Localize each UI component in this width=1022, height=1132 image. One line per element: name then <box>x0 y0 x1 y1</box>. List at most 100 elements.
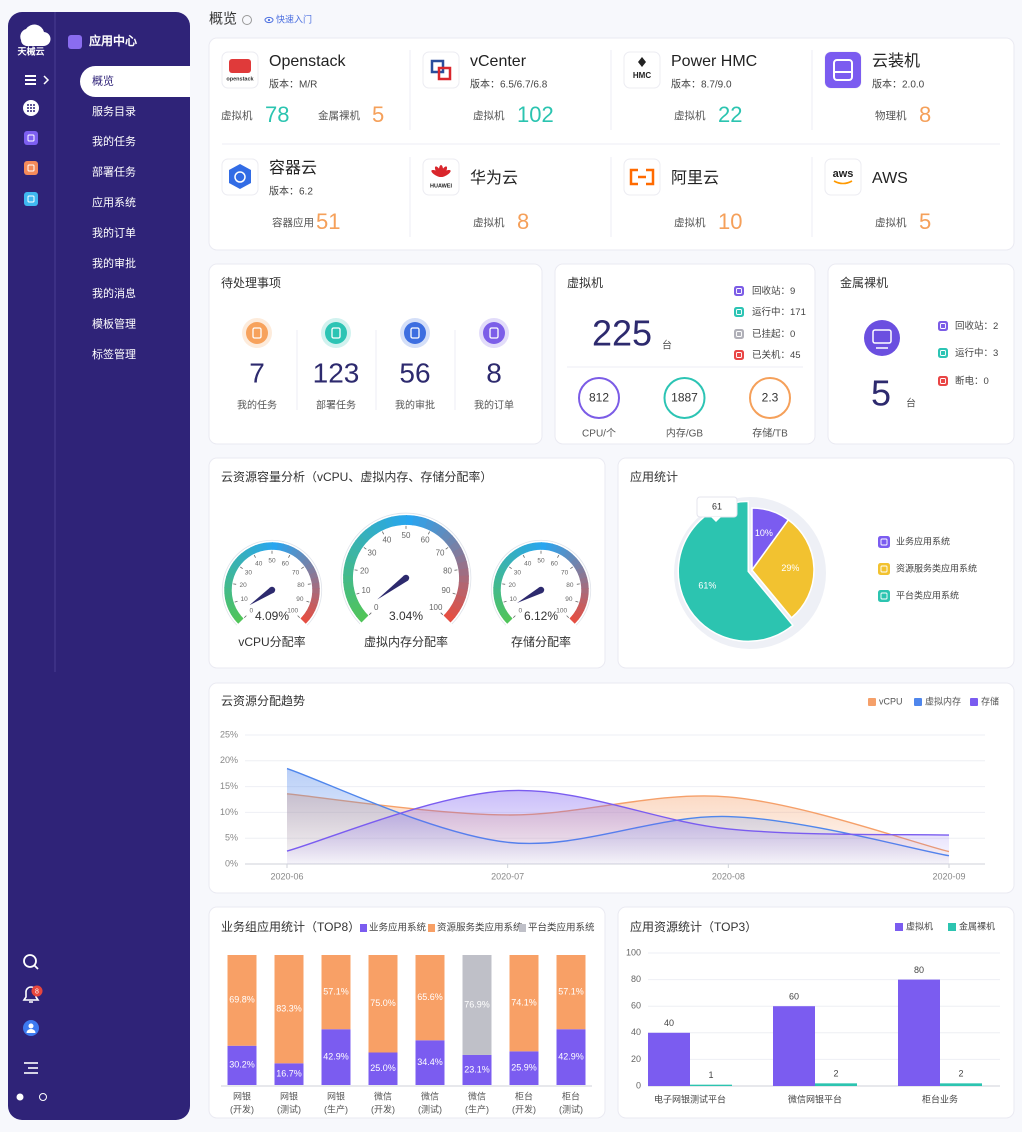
bar-segment[interactable] <box>274 955 304 1064</box>
bar-segment[interactable] <box>415 955 445 1041</box>
gauge-tick-label: 80 <box>443 567 452 576</box>
page-dot[interactable] <box>39 1093 47 1101</box>
bar-segment[interactable] <box>462 955 492 1055</box>
bar-segment[interactable] <box>321 1029 351 1085</box>
x-tick-label: (生产) <box>324 1103 348 1114</box>
gauge-band <box>494 597 503 605</box>
y-tick-label: 60 <box>631 1001 641 1011</box>
status-icon <box>938 376 948 386</box>
todo-count[interactable]: 123 <box>313 357 360 388</box>
rail-app-icon[interactable] <box>24 161 38 175</box>
pie-slice[interactable] <box>751 518 815 619</box>
help-icon[interactable] <box>242 15 252 25</box>
gauge-band <box>569 614 579 624</box>
menu-item[interactable]: 应用系统 <box>92 195 136 209</box>
gauge-tick <box>503 600 507 603</box>
status-icon <box>938 321 948 331</box>
user-avatar-head <box>28 1023 34 1029</box>
bar-label: 76.9% <box>464 999 490 1009</box>
bar-segment[interactable] <box>556 1029 586 1085</box>
logo-mark <box>629 168 655 186</box>
bar[interactable] <box>898 979 940 1086</box>
legend-label: 存储 <box>981 695 999 706</box>
gauge-band <box>355 534 368 547</box>
status-value: 3 <box>993 348 998 359</box>
bar[interactable] <box>940 1083 982 1086</box>
todo-count[interactable]: 8 <box>486 357 502 388</box>
bare-metal-total: 5 <box>871 373 891 414</box>
gauge-band <box>281 543 290 553</box>
logo-mark <box>234 171 246 183</box>
search-icon[interactable] <box>23 954 37 968</box>
x-tick-label: (生产) <box>465 1103 489 1114</box>
x-tick-label: 2020-09 <box>932 871 965 881</box>
menu-item[interactable]: 我的订单 <box>92 225 136 239</box>
rail-app-icon[interactable] <box>24 131 38 145</box>
gauge-value: 6.12% <box>524 609 558 623</box>
todo-icon[interactable] <box>325 322 347 344</box>
gauge-outline <box>340 512 472 625</box>
bar-segment[interactable] <box>509 1051 539 1085</box>
logo-text: aws <box>833 168 854 180</box>
bar-segment[interactable] <box>415 1040 445 1085</box>
todo-icon[interactable] <box>483 322 505 344</box>
todo-count[interactable]: 7 <box>249 357 265 388</box>
todo-icon[interactable] <box>246 322 268 344</box>
bar-label: 42.9% <box>323 1051 349 1061</box>
menu-item[interactable]: 我的审批 <box>92 256 136 270</box>
rail-apps-dot <box>30 110 32 112</box>
gauge-band <box>300 614 310 624</box>
bar[interactable] <box>690 1084 732 1086</box>
rail-app-icon[interactable] <box>24 192 38 206</box>
status-icon-glyph <box>736 288 742 294</box>
menu-item[interactable]: 服务目录 <box>92 105 136 118</box>
gauge-band <box>563 550 573 560</box>
bar-segment[interactable] <box>368 1052 398 1086</box>
menu-item[interactable]: 概览 <box>92 73 114 87</box>
gauge-tick-label: 60 <box>551 561 559 568</box>
bar-label: 25.0% <box>370 1063 396 1073</box>
bar-segment[interactable] <box>509 955 539 1052</box>
bar-segment[interactable] <box>556 955 586 1030</box>
menu-item[interactable]: 我的消息 <box>92 286 136 300</box>
x-tick-label: 网银 <box>280 1090 298 1101</box>
status-label: 回收站： <box>752 285 790 297</box>
logo-text: HUAWEI <box>430 183 452 189</box>
bar[interactable] <box>815 1083 857 1086</box>
todo-count[interactable]: 56 <box>399 357 430 388</box>
gauge-band <box>307 566 317 576</box>
bar-segment[interactable] <box>462 1054 492 1085</box>
menu-item[interactable]: 模板管理 <box>92 317 136 331</box>
bar[interactable] <box>648 1032 690 1086</box>
menu-item[interactable]: 标签管理 <box>92 347 136 361</box>
rail-apps-dot <box>33 104 35 106</box>
gauge-band <box>230 610 241 620</box>
quick-start-link[interactable]: 快速入门 <box>276 13 312 24</box>
gauge-band <box>444 535 458 548</box>
search-icon-handle <box>33 964 39 970</box>
bar-segment[interactable] <box>321 955 351 1030</box>
rail-apps-dot <box>30 107 32 109</box>
card-title: 云资源容量分析（vCPU、虚拟内存、存储分配率） <box>221 469 492 484</box>
resource-ring <box>749 377 791 419</box>
todo-icon[interactable] <box>404 322 426 344</box>
todo-icon-glyph <box>252 327 262 339</box>
y-tick-label: 80 <box>631 974 641 984</box>
rail-expand[interactable] <box>43 75 50 85</box>
gauge-tick-label: 10 <box>510 596 518 603</box>
bar-label: 69.8% <box>229 995 255 1005</box>
bar-segment[interactable] <box>368 955 398 1053</box>
menu-item[interactable]: 部署任务 <box>92 165 136 179</box>
menu-item[interactable]: 我的任务 <box>92 134 136 148</box>
bar-segment[interactable] <box>227 1045 257 1085</box>
platform-name: AWS <box>872 170 908 187</box>
bar-segment[interactable] <box>227 955 257 1046</box>
vm-unit: 台 <box>662 339 672 352</box>
gauge-tick <box>445 547 449 550</box>
gauge-band <box>343 559 356 570</box>
status-label: 断电： <box>955 375 984 387</box>
gauge-band <box>457 560 469 571</box>
bar-segment[interactable] <box>274 1063 304 1085</box>
page-dot[interactable] <box>16 1093 24 1101</box>
bar[interactable] <box>773 1006 815 1086</box>
